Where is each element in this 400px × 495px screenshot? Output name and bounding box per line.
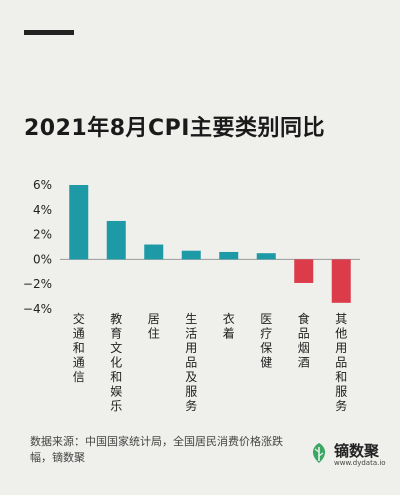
- category-label: 食品烟酒: [298, 311, 310, 370]
- category-label: 其他用品和服务: [335, 312, 347, 413]
- category-label: 居住: [148, 312, 160, 341]
- cpi-bar-chart: 6% 4% 2% 0% −2% −4% 交通和通信 教育文化和娱乐 居住 生活用品及服务 衣着 医疗保…: [23, 178, 360, 413]
- brand-url: www.dydata.io: [334, 459, 386, 467]
- brand: 镝数聚 www.dydata.io: [308, 440, 388, 472]
- bar: [144, 244, 164, 260]
- category-label: 交通和通信: [73, 311, 85, 384]
- y-tick-label: −4%: [23, 302, 52, 316]
- bar: [69, 185, 89, 260]
- bar: [106, 220, 126, 260]
- top-rule: [24, 30, 74, 35]
- y-tick-label: 6%: [33, 178, 52, 192]
- bar: [294, 259, 314, 283]
- chart-title: 2021年8月CPI主要类别同比: [24, 116, 325, 141]
- category-label: 医疗保健: [260, 312, 272, 370]
- source-note: 数据来源：中国国家统计局，全国居民消费价格涨跌幅，镝数聚: [30, 435, 283, 464]
- category-label: 教育文化和娱乐: [110, 311, 122, 413]
- bar: [181, 250, 201, 260]
- brand-leaf-icon: [312, 443, 326, 463]
- bar: [219, 251, 239, 260]
- category-label: 生活用品及服务: [185, 312, 197, 413]
- bar: [256, 253, 276, 260]
- y-tick-label: 2%: [33, 228, 52, 242]
- y-tick-label: −2%: [23, 277, 52, 291]
- bar: [331, 259, 351, 303]
- y-tick-label: 4%: [33, 203, 52, 217]
- brand-name: 镝数聚: [334, 442, 380, 460]
- category-label: 衣着: [223, 311, 235, 341]
- y-tick-label: 0%: [33, 252, 52, 266]
